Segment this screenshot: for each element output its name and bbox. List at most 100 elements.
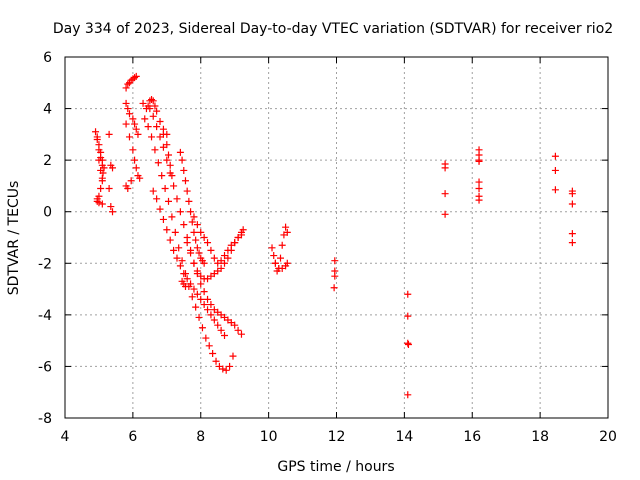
data-point [151, 102, 159, 110]
x-tick-label: 18 [531, 429, 549, 445]
data-point [551, 186, 559, 194]
data-point [204, 239, 212, 247]
data-point [404, 312, 412, 320]
y-tick-label: -2 [38, 256, 52, 272]
y-tick-label: -4 [38, 308, 52, 324]
data-point [148, 133, 156, 141]
data-point [159, 130, 167, 138]
data-point [551, 166, 559, 174]
y-tick-label: -8 [38, 411, 52, 427]
data-point [178, 257, 186, 265]
x-tick-label: 20 [599, 429, 617, 445]
data-point [219, 365, 227, 373]
data-point [188, 293, 196, 301]
data-point [144, 123, 152, 131]
series-arc-j [146, 105, 245, 338]
data-point [229, 352, 237, 360]
data-point [331, 257, 339, 265]
data-point [166, 236, 174, 244]
data-point [187, 249, 195, 257]
series-arc-m [176, 148, 208, 267]
data-point [234, 326, 242, 334]
data-point [154, 159, 162, 167]
data-point [131, 156, 139, 164]
data-point [475, 196, 483, 204]
data-point [214, 321, 222, 329]
data-point [217, 264, 225, 272]
axis-ticks: 4 6 8 10 12 14 16 18 20 -8 -6 -4 -2 0 2 4 6 [38, 50, 617, 445]
data-point [195, 249, 203, 257]
series-arc-s [330, 257, 339, 292]
data-point [153, 107, 161, 115]
data-point [210, 316, 218, 324]
data-point [200, 301, 208, 309]
data-point [131, 120, 139, 128]
data-point [122, 84, 130, 92]
data-point [149, 97, 157, 105]
data-point [200, 234, 208, 241]
data-point [283, 228, 291, 236]
series-arc-i [141, 115, 237, 374]
data-point [207, 301, 215, 309]
data-point [204, 306, 212, 314]
data-point [95, 141, 103, 149]
series-arc-d [122, 72, 140, 92]
data-point [193, 221, 201, 229]
data-point [192, 236, 200, 244]
data-point [192, 303, 200, 311]
data-point [109, 164, 117, 172]
data-point [163, 141, 171, 149]
data-point [239, 226, 247, 234]
x-tick-label: 14 [395, 429, 413, 445]
data-point [173, 195, 181, 203]
data-point [404, 341, 412, 349]
data-point [268, 244, 276, 252]
data-point [163, 156, 171, 164]
data-point [92, 128, 100, 136]
data-point [475, 157, 483, 165]
series-arc-c [105, 130, 117, 216]
data-point [97, 185, 105, 193]
data-point [568, 230, 576, 238]
data-point [136, 174, 144, 182]
data-point [129, 115, 137, 123]
data-point [204, 295, 212, 303]
data-point [109, 208, 117, 216]
data-point [237, 330, 245, 338]
data-point [282, 223, 290, 231]
data-point [181, 282, 189, 290]
data-point [185, 197, 193, 205]
data-point [158, 172, 166, 180]
data-point [441, 164, 449, 172]
data-point [97, 148, 105, 156]
data-point [475, 185, 483, 193]
data-point [188, 218, 196, 226]
data-point [217, 257, 225, 265]
x-tick-label: 4 [61, 429, 70, 445]
data-point [146, 105, 154, 113]
data-point [129, 146, 137, 154]
data-point [441, 210, 449, 218]
data-point [98, 174, 106, 182]
data-point [224, 246, 232, 254]
data-point [125, 133, 133, 141]
data-point [231, 321, 239, 329]
series-arc-w [551, 152, 559, 194]
data-point [176, 148, 184, 156]
data-point [404, 391, 412, 399]
data-point [193, 290, 201, 298]
data-point [173, 254, 181, 262]
data-point [100, 164, 108, 172]
series-arc-t [404, 290, 412, 399]
data-point [105, 130, 113, 138]
data-point [210, 254, 218, 262]
data-point [93, 195, 101, 203]
data-point [197, 295, 205, 303]
data-point [197, 280, 205, 288]
x-tick-label: 10 [260, 429, 278, 445]
data-point [156, 205, 164, 213]
data-point [125, 110, 133, 118]
series-arc-l [159, 130, 176, 180]
series-arc-b [93, 133, 108, 208]
